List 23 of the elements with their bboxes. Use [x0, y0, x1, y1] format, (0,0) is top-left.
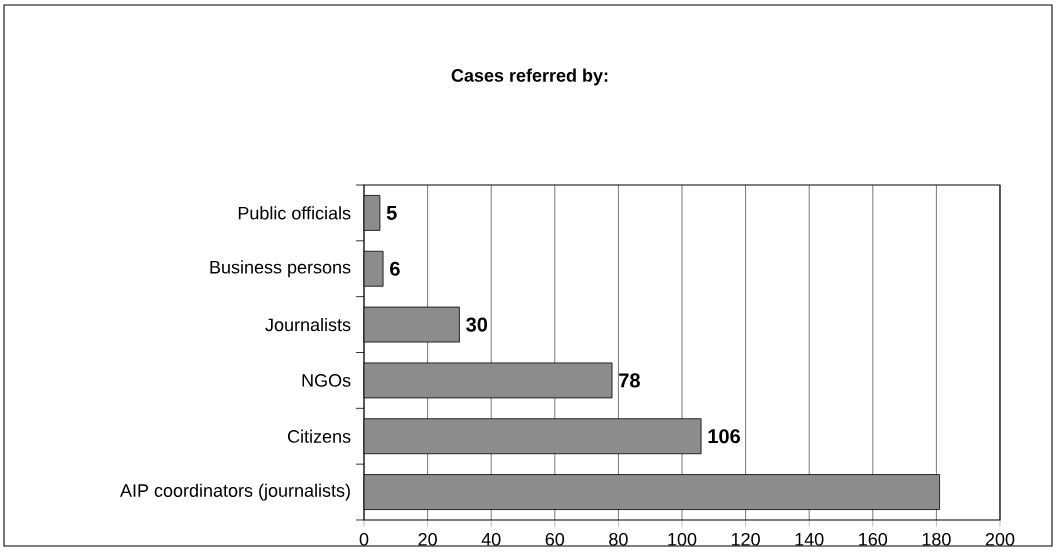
y-tick-label: Business persons [210, 260, 351, 278]
y-tick-label: Public officials [238, 206, 351, 220]
x-tick-label: 180 [922, 533, 951, 546]
x-tick-label: 100 [668, 533, 697, 546]
y-tick-label: Journalists [265, 318, 351, 332]
y-tick-label: NGOs [302, 374, 351, 387]
x-tick-label: 0 [359, 533, 369, 546]
x-tick-label: 200 [985, 533, 1015, 546]
data-label: 106 [708, 429, 740, 444]
data-label: 78 [619, 373, 640, 388]
chart-title: Cases referred by: [451, 68, 608, 86]
data-label: 5 [386, 206, 397, 221]
x-tick-label: 160 [859, 533, 888, 546]
y-tick-label: AIP coordinators (journalists) [120, 483, 350, 501]
x-tick-label: 40 [481, 533, 501, 546]
x-tick-label: 80 [609, 533, 628, 546]
x-tick-label: 60 [545, 533, 565, 546]
data-label: 30 [466, 317, 488, 332]
x-tick-label: 20 [418, 533, 437, 546]
x-tick-label: 140 [795, 533, 824, 546]
data-label: 6 [390, 261, 400, 276]
y-tick-label: Citizens [287, 429, 351, 444]
x-tick-label: 120 [731, 533, 760, 546]
